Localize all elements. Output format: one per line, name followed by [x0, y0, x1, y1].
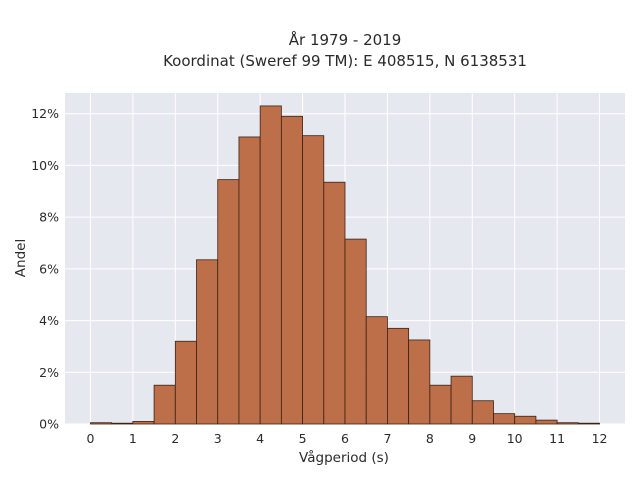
chart-title-line1: År 1979 - 2019 [289, 30, 402, 49]
y-tick-label: 12% [31, 106, 59, 121]
histogram-bar [365, 316, 388, 425]
histogram-bar [556, 422, 579, 425]
chart-title-line2: Koordinat (Sweref 99 TM): E 408515, N 61… [163, 52, 527, 70]
x-tick-label: 6 [341, 431, 349, 446]
histogram-bar [450, 375, 473, 425]
histogram-bar [471, 400, 494, 425]
x-tick-label: 0 [86, 431, 94, 446]
histogram-bar [493, 413, 516, 425]
x-tick-label: 1 [129, 431, 137, 446]
x-tick-label: 12 [592, 431, 608, 446]
x-tick-label: 4 [256, 431, 264, 446]
histogram-bar [111, 422, 134, 425]
histogram-bar [259, 105, 282, 425]
y-axis-label: Andel [13, 239, 29, 277]
histogram-bar [174, 340, 197, 425]
histogram-bar [280, 115, 303, 425]
y-tick-label: 10% [31, 158, 59, 173]
histogram-bar [238, 136, 261, 425]
y-tick-labels: 0% 2% 4% 6% 8% 10% 12% [31, 106, 59, 431]
histogram-bar [577, 422, 600, 425]
histogram-bar [429, 384, 452, 425]
x-tick-labels: 0 1 2 3 4 5 6 7 8 9 10 11 12 [86, 431, 607, 446]
x-tick-label: 3 [214, 431, 222, 446]
y-tick-label: 6% [39, 261, 59, 276]
x-tick-label: 7 [383, 431, 391, 446]
histogram-bar [344, 238, 367, 425]
bars [90, 105, 600, 425]
histogram-bar [323, 181, 346, 425]
histogram-bar [535, 419, 558, 425]
x-tick-label: 8 [426, 431, 434, 446]
y-tick-label: 4% [39, 313, 59, 328]
x-tick-label: 11 [549, 431, 565, 446]
histogram-bar [514, 415, 537, 425]
x-tick-label: 2 [171, 431, 179, 446]
y-tick-label: 0% [39, 417, 59, 432]
histogram-bar [90, 422, 113, 425]
histogram-bar [302, 135, 325, 425]
histogram-bar [387, 327, 410, 425]
histogram-bar [132, 421, 155, 425]
histogram-bar [408, 339, 431, 425]
histogram-bar [217, 179, 240, 425]
histogram-bar [196, 259, 219, 425]
x-tick-label: 5 [299, 431, 307, 446]
x-tick-label: 9 [468, 431, 476, 446]
y-tick-label: 2% [39, 365, 59, 380]
histogram-bar [153, 384, 176, 425]
y-tick-label: 8% [39, 210, 59, 225]
x-axis-label: Vågperiod (s) [299, 449, 389, 466]
x-tick-label: 10 [507, 431, 523, 446]
